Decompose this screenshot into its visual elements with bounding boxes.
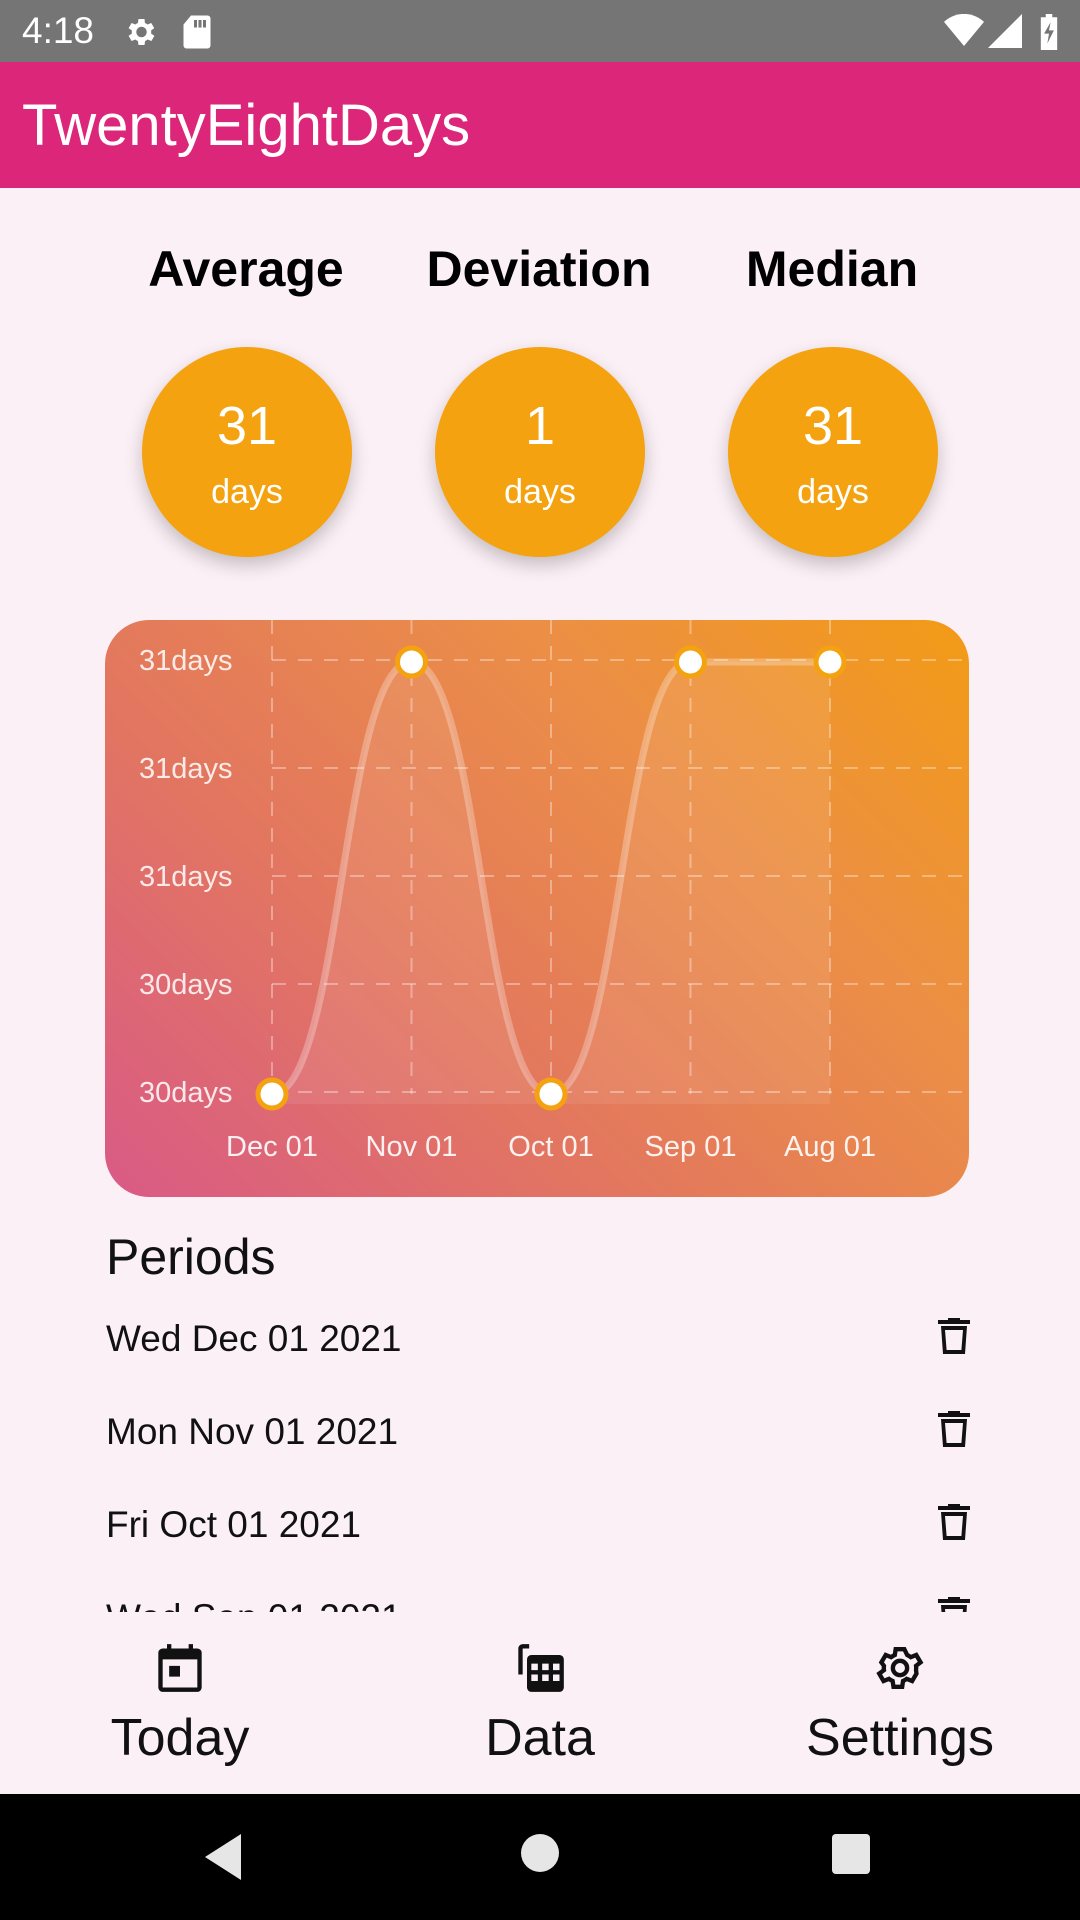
x-tick-label: Dec 01 [226, 1131, 318, 1163]
average-unit: days [211, 473, 283, 511]
deviation-unit: days [504, 473, 576, 511]
status-bar: 4:18 [0, 0, 1080, 62]
nav-settings-label: Settings [806, 1709, 994, 1767]
y-tick-label: 31days [139, 645, 233, 677]
periods-title: Periods [106, 1229, 276, 1285]
period-row: Mon Nov 01 2021 [0, 1393, 1080, 1486]
back-icon[interactable] [205, 1834, 245, 1880]
average-value: 31 [216, 396, 278, 456]
data-point [395, 645, 428, 679]
stat-label-median: Median [745, 241, 919, 297]
signal-icon [988, 14, 1022, 48]
period-date: Wed Dec 01 2021 [106, 1318, 402, 1359]
median-value: 31 [802, 396, 864, 456]
trash-icon[interactable] [938, 1597, 970, 1612]
period-date: Wed Sep 01 2021 [106, 1597, 402, 1612]
x-tick-label: Aug 01 [784, 1131, 876, 1163]
recents-icon[interactable] [832, 1834, 870, 1874]
app-title: TwentyEightDays [22, 93, 471, 158]
stat-label-deviation: Deviation [426, 241, 652, 297]
period-row: Wed Dec 01 2021 [0, 1300, 1080, 1393]
cycle-chart-card: 31days 31days 31days 30days 30days Dec 01 Nov … [105, 620, 969, 1197]
cycle-chart: 31days 31days 31days 30days 30days Dec 01 Nov … [139, 620, 965, 1163]
y-tick-label: 30days [139, 969, 233, 1001]
y-tick-label: 31days [139, 753, 233, 785]
trash-icon[interactable] [938, 1318, 970, 1354]
average-circle: 31 days [142, 347, 352, 557]
home-icon[interactable] [521, 1834, 559, 1872]
x-tick-label: Oct 01 [508, 1131, 593, 1163]
data-point [255, 1077, 289, 1111]
y-tick-label: 31days [139, 861, 233, 893]
app-bar: TwentyEightDays [0, 62, 1080, 188]
gear-icon [128, 18, 155, 46]
stat-label-average: Average [148, 241, 344, 297]
nav-data[interactable]: Data [390, 1612, 690, 1794]
status-time: 4:18 [22, 10, 95, 51]
nav-today-label: Today [110, 1709, 250, 1767]
sd-card-icon [183, 15, 211, 49]
median-circle: 31 days [728, 347, 938, 557]
data-point [534, 1077, 568, 1111]
calendar-icon [158, 1644, 202, 1692]
period-date: Fri Oct 01 2021 [106, 1504, 362, 1545]
series-line [271, 658, 830, 1098]
nav-data-label: Data [485, 1709, 595, 1767]
x-tick-label: Sep 01 [645, 1131, 737, 1163]
deviation-value: 1 [524, 396, 556, 456]
y-tick-label: 30days [139, 1077, 233, 1109]
nav-today[interactable]: Today [30, 1612, 330, 1794]
series-area [272, 662, 830, 1104]
system-nav-bar [0, 1794, 1080, 1920]
x-tick-label: Nov 01 [366, 1131, 458, 1163]
periods-list: Wed Dec 01 2021 Mon Nov 01 2021 Fri Oct … [0, 1300, 1080, 1612]
data-point [813, 645, 847, 679]
period-date: Mon Nov 01 2021 [106, 1411, 399, 1452]
deviation-circle: 1 days [435, 347, 645, 557]
battery-charging-icon [1040, 14, 1058, 50]
trash-icon[interactable] [938, 1504, 970, 1540]
data-point [674, 645, 707, 679]
table-icon [518, 1644, 564, 1692]
median-unit: days [797, 473, 869, 511]
nav-settings[interactable]: Settings [750, 1612, 1050, 1794]
wifi-icon [944, 14, 984, 46]
period-row: Wed Sep 01 2021 [0, 1579, 1080, 1612]
trash-icon[interactable] [938, 1411, 970, 1447]
period-row: Fri Oct 01 2021 [0, 1486, 1080, 1579]
bottom-nav: Today Data Settings [0, 1612, 1080, 1794]
gear-icon [876, 1646, 924, 1690]
